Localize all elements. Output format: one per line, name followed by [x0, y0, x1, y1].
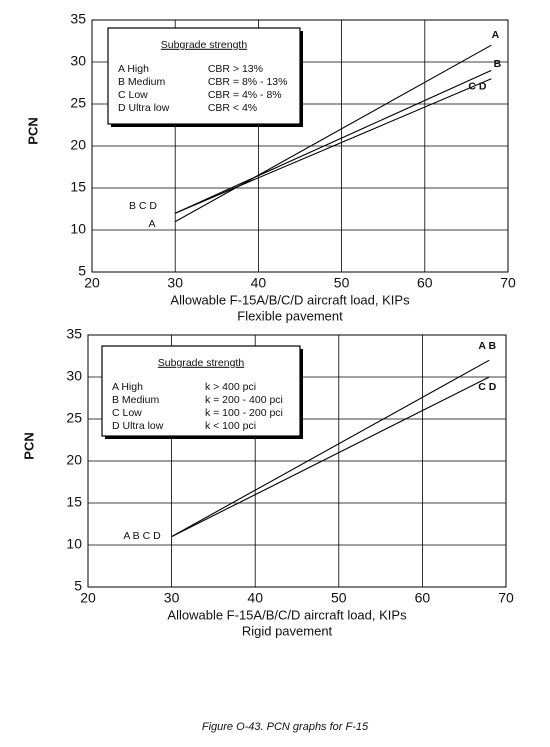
series-label: C D [468, 81, 487, 93]
legend-cell: D Ultra low [112, 420, 164, 432]
y-tick-label: 10 [70, 221, 86, 237]
y-tick-label: 25 [66, 410, 82, 426]
y-tick-label: 35 [70, 11, 86, 27]
series-line [171, 359, 490, 538]
legend-cell: k = 200 - 400 pci [205, 394, 283, 406]
series-label: C D [478, 381, 497, 393]
x-tick-label: 40 [247, 590, 263, 606]
x-tick-label: 60 [417, 275, 433, 291]
legend-cell: C Low [118, 89, 148, 101]
annotation: A B C D [123, 530, 161, 542]
legend-cell: CBR > 13% [208, 63, 263, 75]
plot-frame [87, 334, 507, 588]
legend-cell: A High [112, 381, 143, 393]
x-axis-label: Allowable F-15A/B/C/D aircraft load, KIP… [170, 292, 410, 307]
figure-caption: Figure O-43. PCN graphs for F-15 [202, 721, 369, 733]
legend-cell: B Medium [118, 76, 166, 88]
x-tick-label: 70 [498, 590, 514, 606]
legend-title: Subgrade strength [158, 357, 245, 369]
y-tick-label: 5 [74, 578, 82, 594]
y-tick-label: 25 [70, 95, 86, 111]
y-tick-label: 5 [78, 263, 86, 279]
x-tick-label: 20 [80, 590, 96, 606]
legend-cell: C Low [112, 407, 142, 419]
y-tick-label: 30 [70, 53, 86, 69]
legend-cell: k > 400 pci [205, 381, 256, 393]
series-line [174, 69, 492, 214]
x-tick-label: 40 [251, 275, 267, 291]
annotation: A [148, 218, 155, 230]
x-tick-label: 50 [331, 590, 347, 606]
y-tick-label: 20 [66, 452, 82, 468]
x-tick-label: 30 [164, 590, 180, 606]
y-tick-label: 35 [66, 326, 82, 342]
legend-cell: CBR = 4% - 8% [208, 89, 282, 101]
y-tick-label: 15 [70, 179, 86, 195]
legend-cell: k = 100 - 200 pci [205, 407, 283, 419]
y-tick-label: 20 [70, 137, 86, 153]
series-label: A [492, 29, 500, 41]
chart-subtitle: Rigid pavement [242, 623, 333, 638]
legend-cell: CBR < 4% [208, 102, 257, 114]
y-tick-label: 10 [66, 536, 82, 552]
legend-cell: A High [118, 63, 149, 75]
x-tick-label: 20 [84, 275, 100, 291]
legend-cell: B Medium [112, 394, 160, 406]
series-line [174, 44, 492, 223]
series-line [171, 376, 490, 538]
legend-box [101, 345, 301, 437]
x-axis-label: Allowable F-15A/B/C/D aircraft load, KIP… [167, 607, 407, 622]
series-label: B [494, 58, 502, 70]
x-tick-label: 60 [415, 590, 431, 606]
chart-subtitle: Flexible pavement [237, 308, 343, 323]
y-tick-label: 15 [66, 494, 82, 510]
plot-frame [91, 19, 509, 273]
legend-cell: CBR = 8% - 13% [208, 76, 288, 88]
x-tick-label: 70 [500, 275, 516, 291]
annotation: B C D [129, 200, 157, 212]
y-axis-label: PCN [25, 117, 40, 144]
y-tick-label: 30 [66, 368, 82, 384]
x-tick-label: 50 [334, 275, 350, 291]
x-tick-label: 30 [167, 275, 183, 291]
series-line [174, 78, 492, 214]
legend-title: Subgrade strength [161, 39, 248, 51]
legend-box [107, 27, 301, 125]
legend-cell: k < 100 pci [205, 420, 256, 432]
series-label: A B [478, 340, 496, 352]
legend-cell: D Ultra low [118, 102, 170, 114]
y-axis-label: PCN [21, 432, 36, 459]
